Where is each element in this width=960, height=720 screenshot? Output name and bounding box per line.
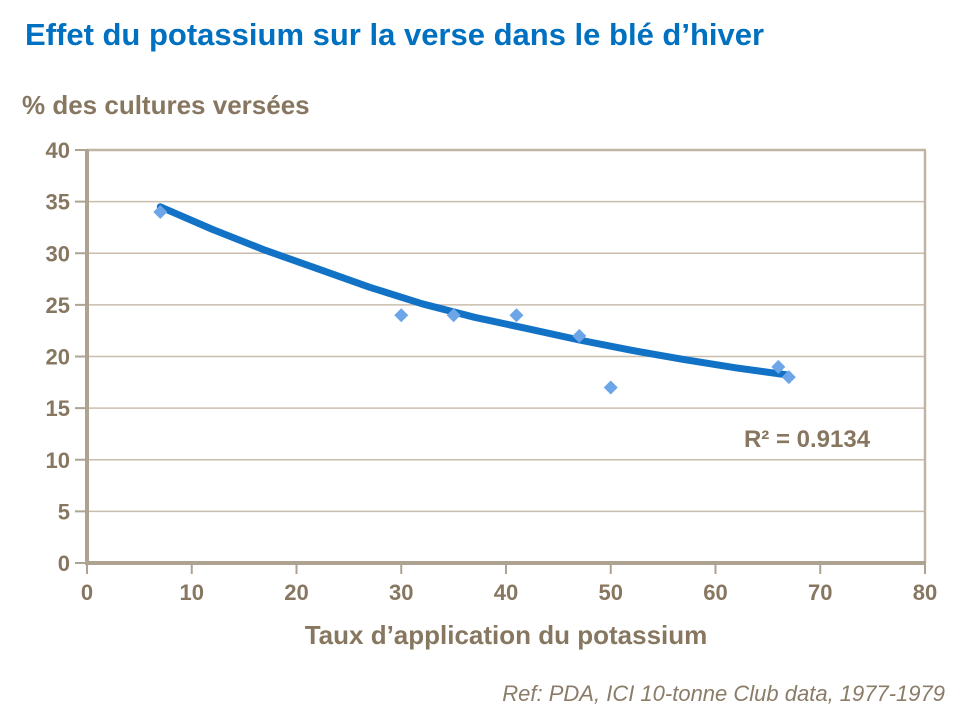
y-axis-caption: % des cultures versées (22, 90, 310, 120)
page-title: Effet du potassium sur la verse dans le … (25, 17, 765, 52)
x-tick-label: 60 (703, 580, 727, 605)
y-tick-label: 25 (46, 293, 70, 318)
data-point (781, 370, 796, 385)
x-tick-label: 50 (599, 580, 623, 605)
data-point (446, 308, 461, 323)
x-axis-title: Taux d’application du potassium (304, 620, 708, 650)
x-tick-label: 80 (913, 580, 937, 605)
data-point (394, 308, 409, 323)
x-tick-label: 70 (808, 580, 832, 605)
r-squared-label: R² = 0.9134 (744, 426, 871, 453)
x-tick-label: 20 (284, 580, 308, 605)
y-tick-label: 0 (58, 551, 70, 576)
data-point (153, 204, 168, 219)
x-tick-label: 40 (494, 580, 518, 605)
x-tick-label: 30 (389, 580, 413, 605)
y-tick-label: 40 (46, 138, 70, 163)
y-tick-label: 30 (46, 241, 70, 266)
y-tick-label: 10 (46, 448, 70, 473)
trend-line (156, 203, 793, 379)
data-point (603, 380, 618, 395)
data-point (771, 359, 786, 374)
y-tick-label: 35 (46, 190, 70, 215)
y-tick-label: 20 (46, 345, 70, 370)
data-point (509, 308, 524, 323)
x-tick-label: 0 (81, 580, 93, 605)
y-tick-label: 15 (46, 396, 70, 421)
reference-note: Ref: PDA, ICI 10-tonne Club data, 1977-1… (502, 681, 945, 706)
data-point (572, 328, 587, 343)
x-tick-label: 10 (180, 580, 204, 605)
y-tick-label: 5 (58, 499, 70, 524)
